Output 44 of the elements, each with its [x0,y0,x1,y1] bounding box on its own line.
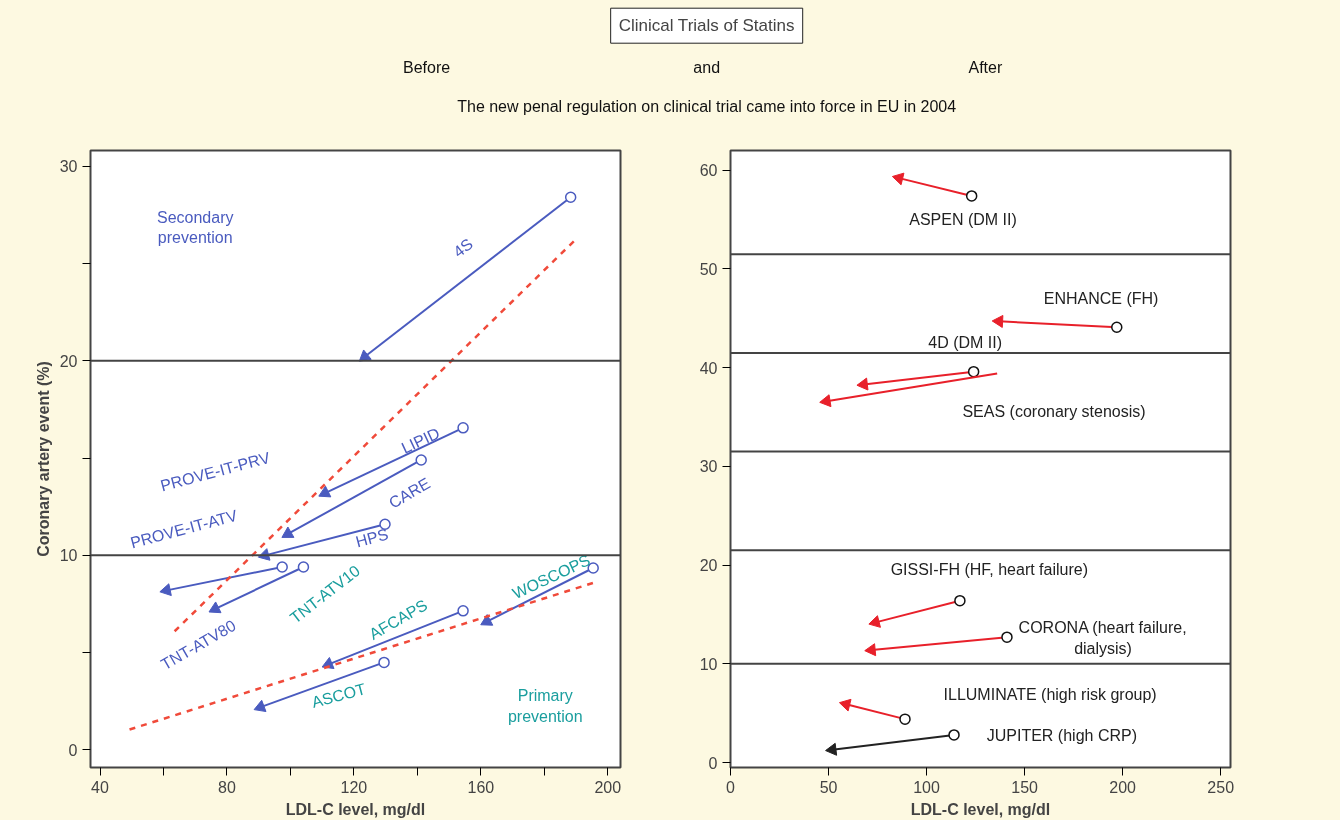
x-tick-label: 80 [218,778,236,796]
annotation: ASPEN (DM II) [909,211,1017,229]
x-axis-title: LDL-C level, mg/dl [910,800,1051,818]
x-tick-label: 200 [1109,778,1137,796]
x-axis-title: LDL-C level, mg/dl [285,800,426,818]
y-tick-label: 40 [699,359,718,377]
text: Clinical Trials of Statins [618,16,795,36]
text: The new penal regulation on clinical trial came into force in EU in 2004 [457,98,957,116]
y-tick-label: 0 [708,754,718,772]
y-tick-label: 0 [68,741,78,759]
y-tick-label: 50 [699,260,718,278]
y-tick-label: 30 [59,158,78,176]
x-tick-label: 250 [1207,778,1235,796]
text: Before [403,59,451,77]
annotation: 4S [450,235,477,261]
annotation: Primary prevention [507,687,583,725]
annotation: ILLUMINATE (high risk group) [943,685,1157,703]
annotation: Secondary prevention [156,208,234,247]
annotation: 4D (DM II) [928,333,1003,351]
annotation: ASCOT [309,680,368,711]
y-tick-label: 10 [699,655,718,673]
x-tick-label: 160 [467,778,495,796]
annotation: HPS [353,525,391,551]
x-tick-label: 120 [340,778,368,796]
y-tick-label: 30 [699,458,718,476]
y-tick-label: 10 [59,547,78,565]
annotation: CORONA (heart failure, dialysis) [1018,619,1187,657]
y-tick-label: 20 [59,352,78,370]
annotation: LIPID [398,424,443,457]
text: and [693,59,721,77]
y-tick-label: 20 [699,557,718,575]
annotation: ENHANCE (FH) [1043,290,1159,308]
x-tick-label: 40 [91,778,110,796]
y-tick-label: 60 [699,162,718,180]
text: After [968,59,1003,77]
annotation: JUPITER (high CRP) [986,726,1137,744]
y-axis-title: Coronary artery event (%) [34,361,52,557]
annotation: GISSI-FH (HF, heart failure) [890,560,1089,578]
x-tick-label: 100 [913,778,941,796]
x-tick-label: 0 [726,778,736,796]
annotation: SEAS (coronary stenosis) [962,402,1146,420]
x-tick-label: 150 [1011,778,1039,796]
x-tick-label: 50 [819,778,838,796]
x-tick-label: 200 [594,778,622,796]
